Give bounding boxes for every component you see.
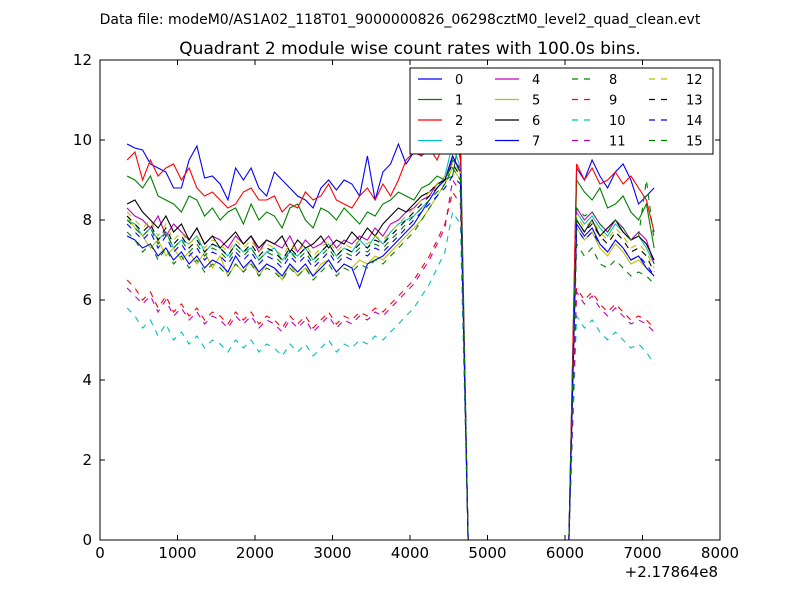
legend-label-0: 0 [455,73,463,88]
y-tick-label: 6 [82,291,92,309]
x-tick-label: 1000 [158,544,196,562]
series-line-7 [126,154,655,540]
y-tick-label: 0 [82,531,92,549]
y-tick-label: 12 [73,51,92,69]
series-line-11 [126,178,655,540]
legend-label-5: 5 [532,94,540,109]
x-tick-label: 5000 [468,544,506,562]
legend-label-11: 11 [609,135,626,150]
legend-label-6: 6 [532,114,540,129]
series-line-13 [126,162,655,540]
legend-box [409,67,714,155]
chart-title: Quadrant 2 module wise count rates with … [179,39,640,59]
series-line-8 [126,166,655,540]
series-line-0 [126,103,655,540]
y-tick-label: 10 [73,131,92,149]
legend-label-8: 8 [609,73,617,88]
legend-label-15: 15 [686,135,703,150]
series-line-5 [126,166,655,540]
x-tick-label: 7000 [623,544,661,562]
legend-label-9: 9 [609,94,617,109]
x-tick-label: 3000 [313,544,351,562]
y-tick-label: 2 [82,451,92,469]
series-line-2 [126,122,655,540]
series-line-12 [126,163,655,540]
y-tick-label: 8 [82,211,92,229]
series-line-15 [126,158,655,540]
x-tick-label: 8000 [701,544,739,562]
legend-label-10: 10 [609,114,626,129]
legend-label-3: 3 [455,135,463,150]
legend-label-4: 4 [532,73,540,88]
series-line-6 [126,154,655,540]
series-line-10 [126,210,655,540]
series-line-1 [126,131,655,540]
legend-label-1: 1 [455,94,463,109]
x-axis-offset-label: +2.17864e8 [625,563,718,581]
x-tick-label: 6000 [546,544,584,562]
series-line-9 [126,190,655,540]
legend-label-12: 12 [686,73,703,88]
legend-label-13: 13 [686,94,703,109]
legend-label-2: 2 [455,114,463,129]
figure-suptitle: Data file: modeM0/AS1A02_118T01_90000008… [100,12,701,28]
x-tick-label: 0 [95,544,105,562]
x-tick-label: 4000 [391,544,429,562]
plot-area [126,103,655,540]
x-tick-label: 2000 [236,544,274,562]
axis-ticks: 0 1000 2000 3000 4000 5000 6000 7000 80000246810… [73,51,739,562]
legend-label-14: 14 [686,114,703,129]
series-line-4 [126,159,655,540]
y-tick-label: 4 [82,371,92,389]
series-line-14 [126,175,655,540]
legend-label-7: 7 [532,135,540,150]
